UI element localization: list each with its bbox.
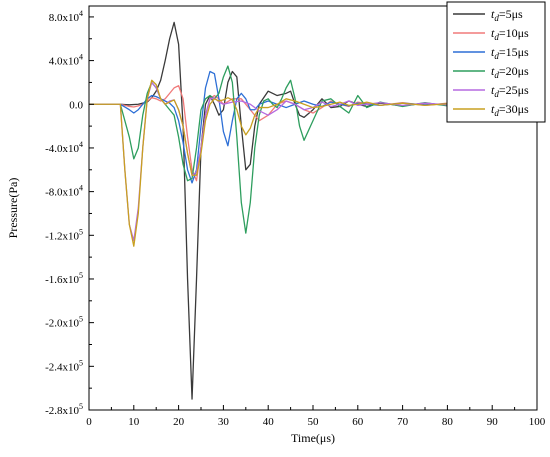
legend-label-3: td=20μs: [491, 64, 529, 80]
y-tick-label: -8.0x104: [45, 184, 83, 199]
x-tick-label: 20: [173, 416, 185, 428]
x-tick-label: 60: [352, 416, 364, 428]
x-tick-label: 100: [529, 416, 546, 428]
x-tick-label: 30: [218, 416, 230, 428]
y-axis-label: Pressure(Pa): [6, 178, 20, 239]
y-tick-label: -2.8x105: [45, 402, 83, 417]
legend: td=5μs td=10μs td=15μs td=20μs td=25μs td=30μ…: [446, 1, 546, 123]
y-tick-label: 0.0: [69, 99, 83, 111]
x-tick-label: 90: [487, 416, 499, 428]
y-tick-label: -1.6x105: [45, 271, 83, 286]
x-tick-label: 80: [442, 416, 454, 428]
y-tick-label: -2.4x105: [45, 358, 83, 373]
x-tick-label: 0: [86, 416, 92, 428]
y-tick-label: 8.0x104: [49, 9, 83, 24]
legend-label-4: td=25μs: [491, 83, 529, 99]
y-axis-ticks: 8.0x104 4.0x104 0.0 -4.0x104 -8.0x104 -1.2x10…: [45, 9, 94, 417]
y-tick-label: -2.0x105: [45, 315, 83, 330]
x-tick-label: 40: [263, 416, 275, 428]
series-layer: [89, 21, 538, 400]
legend-box: [446, 1, 546, 123]
x-axis-ticks: 0 10 20 30 40 50 60 70 80 90 100: [86, 405, 546, 428]
y-tick-label: -1.2x105: [45, 227, 83, 242]
legend-label-1: td=10μs: [491, 26, 529, 42]
x-tick-label: 10: [128, 416, 140, 428]
legend-label-5: td=30μs: [491, 102, 529, 118]
legend-label-2: td=15μs: [491, 45, 529, 61]
y-tick-label: -4.0x104: [45, 140, 83, 155]
x-axis-label: Time(μs): [291, 431, 335, 445]
x-tick-label: 50: [308, 416, 320, 428]
series-line-5: [89, 79, 538, 247]
y-tick-label: 4.0x104: [49, 53, 83, 68]
x-tick-label: 70: [397, 416, 409, 428]
legend-label-0: td=5μs: [491, 7, 523, 23]
